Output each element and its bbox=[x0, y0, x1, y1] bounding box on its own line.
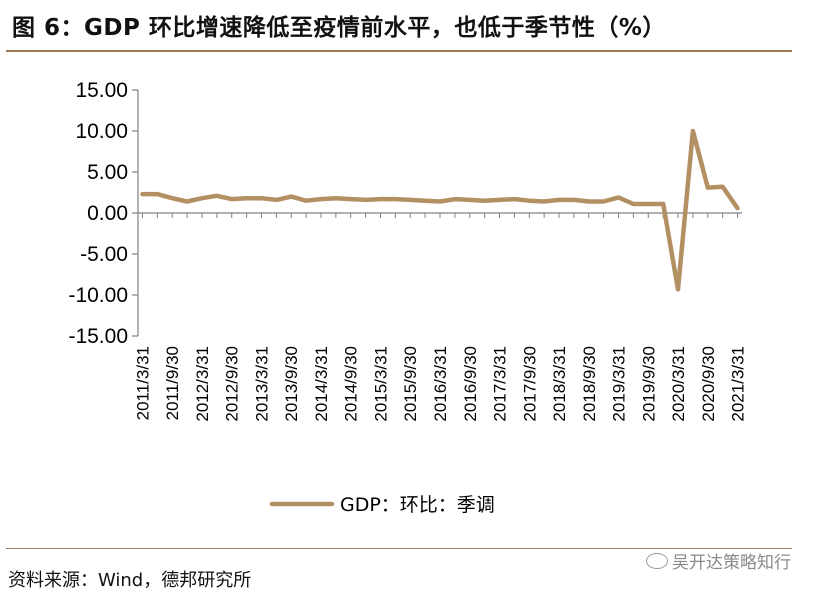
x-tick-label: 2011/3/31 bbox=[133, 346, 152, 420]
data-point bbox=[616, 195, 620, 199]
x-tick-label: 2016/9/30 bbox=[461, 346, 480, 422]
data-point bbox=[542, 199, 546, 203]
data-point bbox=[512, 197, 516, 201]
data-point bbox=[482, 199, 486, 203]
x-tick-label: 2015/9/30 bbox=[401, 346, 420, 422]
x-axis: 2011/3/31 2011/9/30 2012/3/31 2012/9/30 2013… bbox=[133, 212, 748, 422]
data-point bbox=[557, 198, 561, 202]
data-point bbox=[319, 197, 323, 201]
data-point bbox=[363, 198, 367, 202]
top-rule bbox=[6, 50, 792, 52]
legend: GDP：环比：季调 bbox=[269, 494, 495, 516]
wechat-icon bbox=[646, 552, 668, 569]
data-point bbox=[140, 192, 144, 196]
data-point bbox=[230, 197, 234, 201]
data-point bbox=[378, 197, 382, 201]
legend-label: GDP：环比：季调 bbox=[340, 494, 495, 516]
source-note: 资料来源：Wind，德邦研究所 bbox=[8, 570, 252, 591]
x-tick-label: 2017/9/30 bbox=[520, 346, 539, 422]
x-tick-label: 2018/9/30 bbox=[580, 346, 599, 422]
data-point bbox=[393, 197, 397, 201]
data-point bbox=[408, 198, 412, 202]
y-tick-label: -5.00 bbox=[80, 243, 128, 266]
y-tick-label: -10.00 bbox=[68, 284, 128, 307]
data-point bbox=[706, 185, 710, 189]
data-point bbox=[334, 196, 338, 200]
chart-area: 15.00 10.00 5.00 0.00 -5.00 -10.00 -15.00 2011… bbox=[68, 79, 748, 516]
data-point bbox=[170, 196, 174, 200]
data-point bbox=[661, 202, 665, 206]
x-tick-label: 2014/3/31 bbox=[312, 346, 331, 422]
data-point bbox=[646, 202, 650, 206]
y-tick-label: 15.00 bbox=[75, 79, 128, 102]
x-tick-label: 2019/3/31 bbox=[610, 346, 629, 422]
x-tick-label: 2018/3/31 bbox=[550, 346, 569, 422]
x-tick-label: 2014/9/30 bbox=[342, 346, 361, 422]
data-point bbox=[289, 194, 293, 198]
y-tick-label: -15.00 bbox=[68, 325, 128, 348]
series-layer bbox=[140, 128, 740, 292]
x-tick-label: 2021/3/31 bbox=[729, 346, 748, 422]
x-tick-label: 2013/9/30 bbox=[282, 346, 301, 422]
x-tick-label: 2016/3/31 bbox=[431, 346, 450, 422]
x-tick-label: 2012/9/30 bbox=[223, 346, 242, 422]
y-tick-label: 0.00 bbox=[87, 202, 128, 225]
data-point bbox=[497, 198, 501, 202]
data-point bbox=[304, 199, 308, 203]
data-point bbox=[631, 202, 635, 206]
data-point bbox=[259, 196, 263, 200]
chart-title: 图 6：GDP 环比增速降低至疫情前水平，也低于季节性（%） bbox=[12, 15, 666, 41]
data-point bbox=[200, 196, 204, 200]
x-tick-label: 2020/3/31 bbox=[669, 346, 688, 422]
y-tick-label: 5.00 bbox=[87, 161, 128, 184]
data-point bbox=[244, 196, 248, 200]
data-point bbox=[349, 197, 353, 201]
data-point bbox=[572, 198, 576, 202]
data-point bbox=[468, 198, 472, 202]
data-point bbox=[438, 199, 442, 203]
series-line-gdp bbox=[140, 128, 740, 292]
x-tick-label: 2015/3/31 bbox=[371, 346, 390, 422]
data-point bbox=[676, 287, 680, 291]
x-tick-label: 2019/9/30 bbox=[639, 346, 658, 422]
x-tick-label: 2012/3/31 bbox=[193, 346, 212, 422]
x-tick-label: 2011/9/30 bbox=[163, 346, 182, 420]
watermark: 吴开达策略知行 bbox=[646, 548, 791, 573]
data-point bbox=[215, 194, 219, 198]
y-tick-label: 10.00 bbox=[75, 120, 128, 143]
x-tick-label: 2020/9/30 bbox=[699, 346, 718, 422]
data-point bbox=[720, 185, 724, 189]
data-point bbox=[691, 129, 695, 133]
watermark-text: 吴开达策略知行 bbox=[672, 553, 791, 573]
data-point bbox=[527, 199, 531, 203]
bottom-rule bbox=[6, 548, 792, 549]
data-point bbox=[735, 206, 739, 210]
x-tick-label: 2017/3/31 bbox=[491, 346, 510, 422]
y-axis: 15.00 10.00 5.00 0.00 -5.00 -10.00 -15.00 bbox=[68, 79, 139, 348]
data-point bbox=[601, 199, 605, 203]
data-point bbox=[423, 199, 427, 203]
data-point bbox=[185, 199, 189, 203]
x-tick-label: 2013/3/31 bbox=[252, 346, 271, 422]
data-point bbox=[155, 192, 159, 196]
data-point bbox=[274, 198, 278, 202]
data-point bbox=[587, 199, 591, 203]
data-point bbox=[453, 197, 457, 201]
